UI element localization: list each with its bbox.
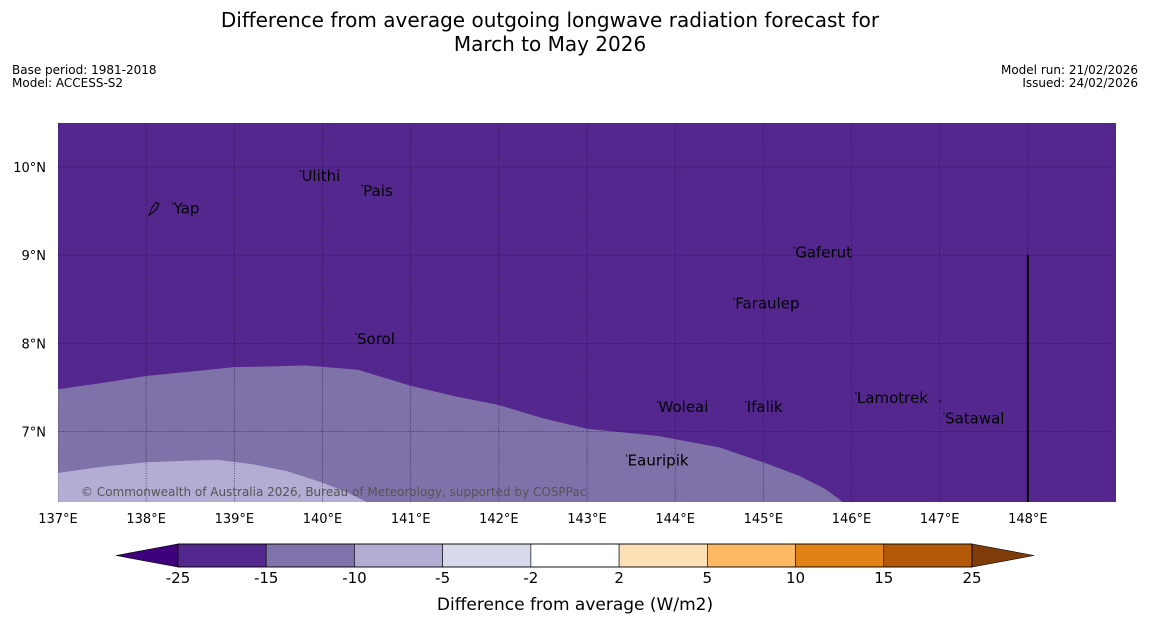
island-marker xyxy=(172,202,174,205)
lat-tick-label: 8°N xyxy=(22,337,47,352)
issued-date: Issued: 24/02/2026 xyxy=(1022,76,1138,90)
colorbar-tick-label: -5 xyxy=(435,569,450,587)
lon-tick-label: 148°E xyxy=(1008,512,1048,527)
place-label: Yap xyxy=(173,199,200,217)
colorbar-tick-label: -25 xyxy=(166,569,191,587)
island-marker xyxy=(943,412,945,415)
place-label: Lamotrek xyxy=(857,389,928,407)
colorbar-label: Difference from average (W/m2) xyxy=(437,595,713,615)
colorbar-bin xyxy=(618,543,708,568)
colorbar-tick-label: -10 xyxy=(342,569,367,587)
place-label: Satawal xyxy=(945,409,1004,427)
colorbar-bin xyxy=(265,543,355,568)
lon-tick-label: 142°E xyxy=(479,512,519,527)
colorbar-bin xyxy=(442,543,532,568)
colorbar-tick-label: -15 xyxy=(254,569,279,587)
map-plot-area: Ulithi Pais Yap Gaferut Faraulep Sorol Lamotre… xyxy=(58,123,1116,502)
place-label: Gaferut xyxy=(795,244,852,262)
island-marker xyxy=(355,332,357,335)
meta-right: Model run: 21/02/2026 Issued: 24/02/2026 xyxy=(1001,64,1138,90)
lon-tick-label: 145°E xyxy=(744,512,784,527)
place-label: Eauripik xyxy=(628,452,689,470)
colorbar-extend-high xyxy=(971,543,1035,568)
island-marker xyxy=(299,169,301,172)
yap-island-outline xyxy=(147,201,160,218)
lon-tick-label: 138°E xyxy=(126,512,166,527)
model-name: Model: ACCESS-S2 xyxy=(12,76,124,90)
model-run: Model run: 21/02/2026 xyxy=(1000,63,1138,77)
colorbar-tick-label: 25 xyxy=(962,569,981,587)
lon-tick-label: 143°E xyxy=(567,512,607,527)
island-marker xyxy=(626,454,628,457)
place-label: Faraulep xyxy=(735,295,799,313)
lat-tick-label: 7°N xyxy=(22,425,47,440)
place-label: Ulithi xyxy=(301,167,340,185)
colorbar-bin xyxy=(177,543,267,568)
colorbar-tick-label: 15 xyxy=(874,569,893,587)
title-line-2: March to May 2026 xyxy=(453,32,647,56)
lat-tick-label: 9°N xyxy=(22,249,47,264)
island-marker xyxy=(793,246,795,249)
colorbar-tick-label: 5 xyxy=(703,569,713,587)
title-line-1: Difference from average outgoing longwav… xyxy=(220,8,880,32)
island-marker xyxy=(361,184,363,187)
island-marker xyxy=(733,297,735,300)
colorbar-bin xyxy=(707,543,796,568)
colorbar-bin xyxy=(795,543,885,568)
page-title: Difference from average outgoing longwav… xyxy=(0,8,1150,56)
island-marker xyxy=(745,400,747,403)
base-period: Base period: 1981-2018 xyxy=(12,63,157,77)
colorbar-extend-low xyxy=(115,543,179,568)
lon-tick-label: 141°E xyxy=(391,512,431,527)
place-label: Woleai xyxy=(659,398,709,416)
colorbar-frame xyxy=(177,543,973,568)
island-marker xyxy=(855,391,857,394)
copyright-text: © Commonwealth of Australia 2026, Bureau… xyxy=(81,485,586,499)
colorbar-tick-label: 10 xyxy=(786,569,805,587)
lon-tick-label: 147°E xyxy=(920,512,960,527)
lat-tick-label: 10°N xyxy=(13,161,46,176)
lon-tick-label: 146°E xyxy=(832,512,872,527)
colorbar-bin xyxy=(883,543,973,568)
island-marker xyxy=(657,400,659,403)
island-marker xyxy=(939,400,942,403)
place-label: Sorol xyxy=(357,330,395,348)
lon-tick-label: 139°E xyxy=(215,512,255,527)
colorbar-bin xyxy=(354,543,443,568)
place-label: Pais xyxy=(363,182,393,200)
lon-tick-label: 140°E xyxy=(303,512,343,527)
lon-tick-label: 144°E xyxy=(655,512,695,527)
colorbar-tick-label: -2 xyxy=(523,569,538,587)
anomaly-region-1 xyxy=(58,459,367,502)
colorbar-bin xyxy=(530,543,620,568)
lon-tick-label: 137°E xyxy=(38,512,78,527)
meta-left: Base period: 1981-2018 Model: ACCESS-S2 xyxy=(12,64,157,90)
colorbar-tick-label: 2 xyxy=(614,569,624,587)
place-label: Ifalik xyxy=(747,398,783,416)
